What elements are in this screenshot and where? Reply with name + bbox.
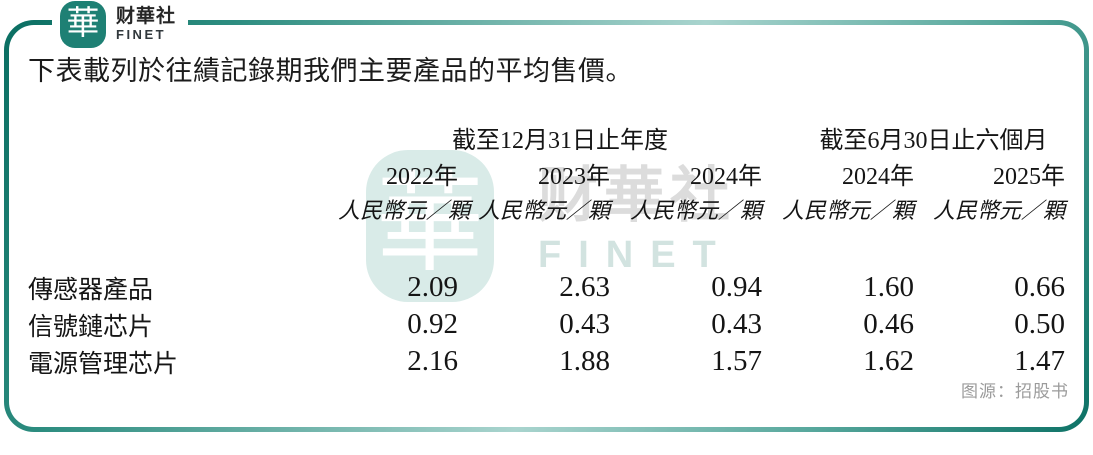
- spacer-row: [28, 225, 1065, 269]
- year-header: 2023年: [538, 164, 610, 190]
- logo-text: 财華社 FINET: [116, 7, 176, 41]
- cell-value: 2.16: [407, 345, 458, 377]
- row-label: 傳感器產品: [28, 276, 154, 304]
- cell-value: 0.94: [711, 271, 763, 303]
- cell-value: 0.50: [1014, 308, 1066, 340]
- cell-value: 1.47: [1014, 345, 1066, 377]
- finet-logo: 華 财華社 FINET: [52, 0, 189, 48]
- cell-value: 0.66: [1014, 271, 1066, 303]
- row-label: 信號鏈芯片: [28, 313, 154, 341]
- border-frame: [4, 20, 1089, 432]
- empty-cell: [28, 155, 338, 191]
- unit-header: 人民幣元／顆: [338, 198, 471, 223]
- cell-value: 2.09: [407, 271, 458, 303]
- table-unit-row: 人民幣元／顆 人民幣元／顆 人民幣元／顆 人民幣元／顆 人民幣元／顆: [28, 191, 1065, 225]
- unit-header: 人民幣元／顆: [477, 198, 610, 223]
- table-row: 電源管理芯片 2.16 1.88 1.57 1.62 1.47: [28, 343, 1065, 380]
- cell-value: 1.57: [711, 345, 763, 377]
- brand-name-en: FINET: [116, 27, 167, 42]
- row-label: 電源管理芯片: [28, 350, 179, 378]
- unit-header: 人民幣元／顆: [782, 198, 915, 223]
- year-header: 2024年: [690, 164, 763, 190]
- table-year-row: 2022年 2023年 2024年 2024年 2025年: [28, 155, 1065, 191]
- unit-header: 人民幣元／顆: [630, 198, 763, 223]
- year-header: 2025年: [993, 164, 1066, 190]
- finet-logo-icon: 華: [60, 0, 106, 48]
- intro-text: 下表載列於往績記錄期我們主要產品的平均售價。: [28, 56, 633, 86]
- col-group-annual: 截至12月31日止年度: [452, 128, 669, 154]
- empty-cell: [28, 120, 338, 155]
- table-row: 信號鏈芯片 0.92 0.43 0.43 0.46 0.50: [28, 306, 1065, 343]
- unit-header: 人民幣元／顆: [933, 198, 1066, 223]
- cell-value: 2.63: [559, 271, 610, 303]
- year-header: 2022年: [386, 164, 458, 190]
- cell-value: 0.43: [711, 308, 763, 340]
- brand-name-cn: 财華社: [116, 6, 177, 27]
- border-frame-inner: [9, 25, 1084, 427]
- logo-glyph: 華: [66, 5, 100, 42]
- source-note: 图源：招股书: [961, 382, 1069, 401]
- cell-value: 0.46: [863, 308, 915, 340]
- table-row: 傳感器產品 2.09 2.63 0.94 1.60 0.66: [28, 269, 1065, 306]
- table-group-header-row: 截至12月31日止年度 截至6月30日止六個月: [28, 120, 1065, 155]
- col-group-interim: 截至6月30日止六個月: [819, 128, 1048, 154]
- cell-value: 1.62: [863, 345, 915, 377]
- cell-value: 1.60: [863, 271, 915, 303]
- cell-value: 1.88: [559, 345, 610, 377]
- empty-cell: [28, 191, 338, 225]
- asp-table: 截至12月31日止年度 截至6月30日止六個月 2022年 2023年 2024…: [28, 120, 1065, 380]
- cell-value: 0.92: [407, 308, 458, 340]
- year-header: 2024年: [842, 164, 915, 190]
- cell-value: 0.43: [559, 308, 610, 340]
